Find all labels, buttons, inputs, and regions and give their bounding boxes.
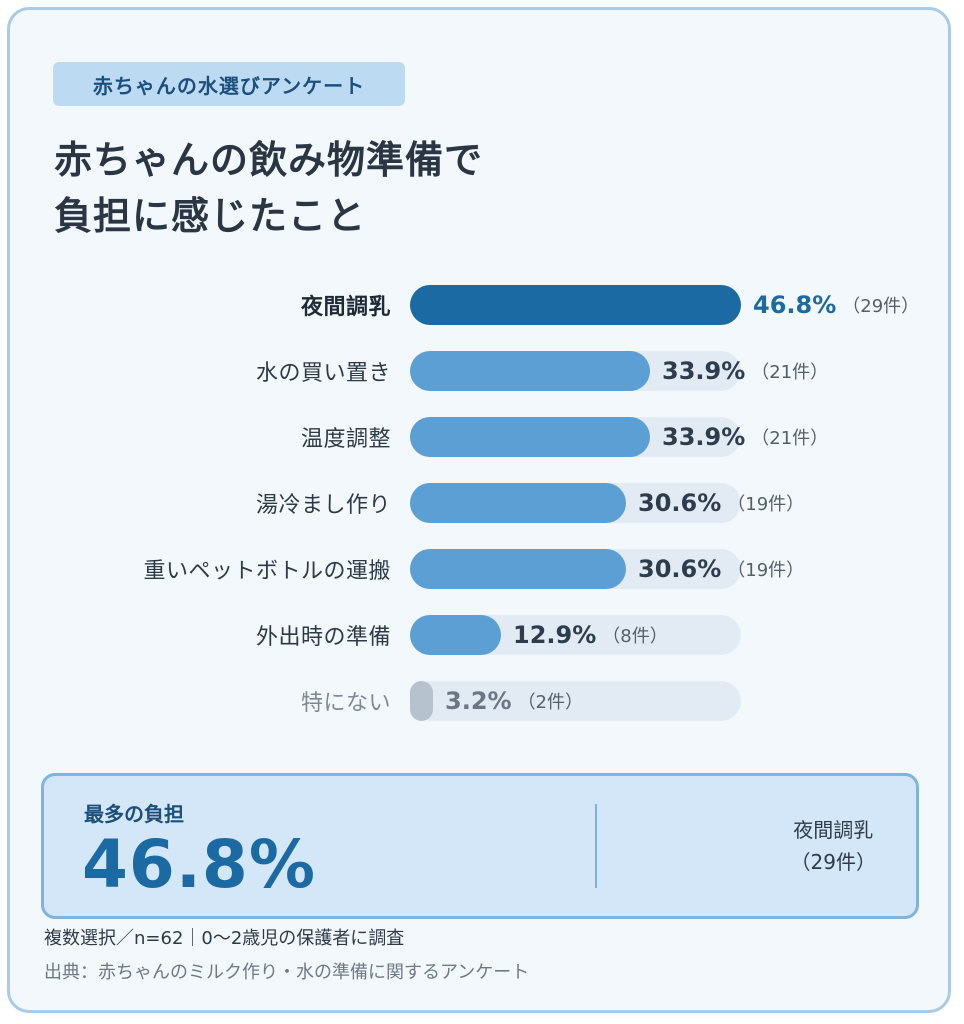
bar-fill [410, 351, 650, 391]
bar-track [410, 549, 741, 589]
summary-label: 最多の負担 [84, 802, 184, 826]
bar-value-label: 33.9% [662, 423, 746, 451]
bar-row: 水の買い置き 33.9% （21件） [0, 351, 964, 391]
bar-count-label: （21件） [751, 428, 829, 449]
bar-row: 重いペットボトルの運搬 30.6% （19件） [0, 549, 964, 589]
bar-row: 湯冷まし作り 30.6% （19件） [0, 483, 964, 523]
bar-value-label: 30.6% [638, 489, 722, 517]
bar-row: 特にない 3.2% （2件） [0, 681, 964, 721]
summary-box: 最多の負担 46.8% 夜間調乳 （29件） [41, 773, 919, 919]
bar-value-group: 12.9% （8件） [513, 615, 668, 655]
title-line-2: 負担に感じたこと [54, 194, 367, 238]
bar-fill [410, 615, 501, 655]
survey-tag: 赤ちゃんの水選びアンケート [53, 62, 405, 106]
bar-fill [410, 549, 626, 589]
bar-fill [410, 417, 650, 457]
bar-category-label: 重いペットボトルの運搬 [143, 559, 391, 584]
bar-value-group: 33.9% （21件） [662, 351, 828, 391]
bar-category-label: 外出時の準備 [255, 625, 391, 650]
bar-track [410, 681, 741, 721]
bar-row: 夜間調乳 46.8% （29件） [0, 285, 964, 325]
page-title: 赤ちゃんの飲み物準備で 負担に感じたこと [54, 132, 483, 244]
bar-category-label: 温度調整 [300, 427, 391, 452]
bar-fill [410, 681, 433, 721]
bar-value-label: 3.2% [445, 687, 512, 715]
bar-row: 温度調整 33.9% （21件） [0, 417, 964, 457]
bar-fill [410, 483, 626, 523]
bar-category-label: 湯冷まし作り [255, 493, 391, 518]
title-line-1: 赤ちゃんの飲み物準備で [54, 138, 484, 182]
bar-category-label: 特にない [300, 691, 391, 716]
bar-value-group: 30.6% （19件） [638, 549, 804, 589]
summary-count: （29件） [790, 850, 876, 874]
bar-track [410, 285, 741, 325]
bar-value-group: 30.6% （19件） [638, 483, 804, 523]
bar-count-label: （21件） [751, 362, 829, 383]
summary-detail: 夜間調乳 （29件） [791, 814, 876, 878]
bar-fill [410, 285, 741, 325]
bar-count-label: （29件） [842, 296, 920, 317]
bar-value-label: 46.8% [753, 291, 837, 319]
summary-value: 46.8% [82, 826, 316, 903]
survey-note: 複数選択／n=62｜0〜2歳児の保護者に調査 [44, 928, 405, 949]
summary-divider [595, 804, 597, 888]
bar-track [410, 615, 741, 655]
bar-track [410, 483, 741, 523]
bar-row: 外出時の準備 12.9% （8件） [0, 615, 964, 655]
bar-count-label: （2件） [517, 692, 584, 713]
bar-category-label: 水の買い置き [255, 361, 391, 386]
bar-value-group: 3.2% （2件） [445, 681, 583, 721]
summary-item: 夜間調乳 [793, 818, 874, 842]
bar-count-label: （19件） [727, 560, 805, 581]
bar-track [410, 351, 741, 391]
bar-value-label: 33.9% [662, 357, 746, 385]
source-note: 出典：赤ちゃんのミルク作り・水の準備に関するアンケート [44, 962, 530, 983]
bar-count-label: （8件） [602, 626, 668, 647]
bar-value-group: 46.8% （29件） [753, 285, 919, 325]
bar-count-label: （19件） [727, 494, 805, 515]
bar-value-label: 30.6% [638, 555, 722, 583]
bar-value-label: 12.9% [513, 621, 597, 649]
bar-category-label: 夜間調乳 [300, 295, 391, 320]
bar-track [410, 417, 741, 457]
bar-value-group: 33.9% （21件） [662, 417, 828, 457]
